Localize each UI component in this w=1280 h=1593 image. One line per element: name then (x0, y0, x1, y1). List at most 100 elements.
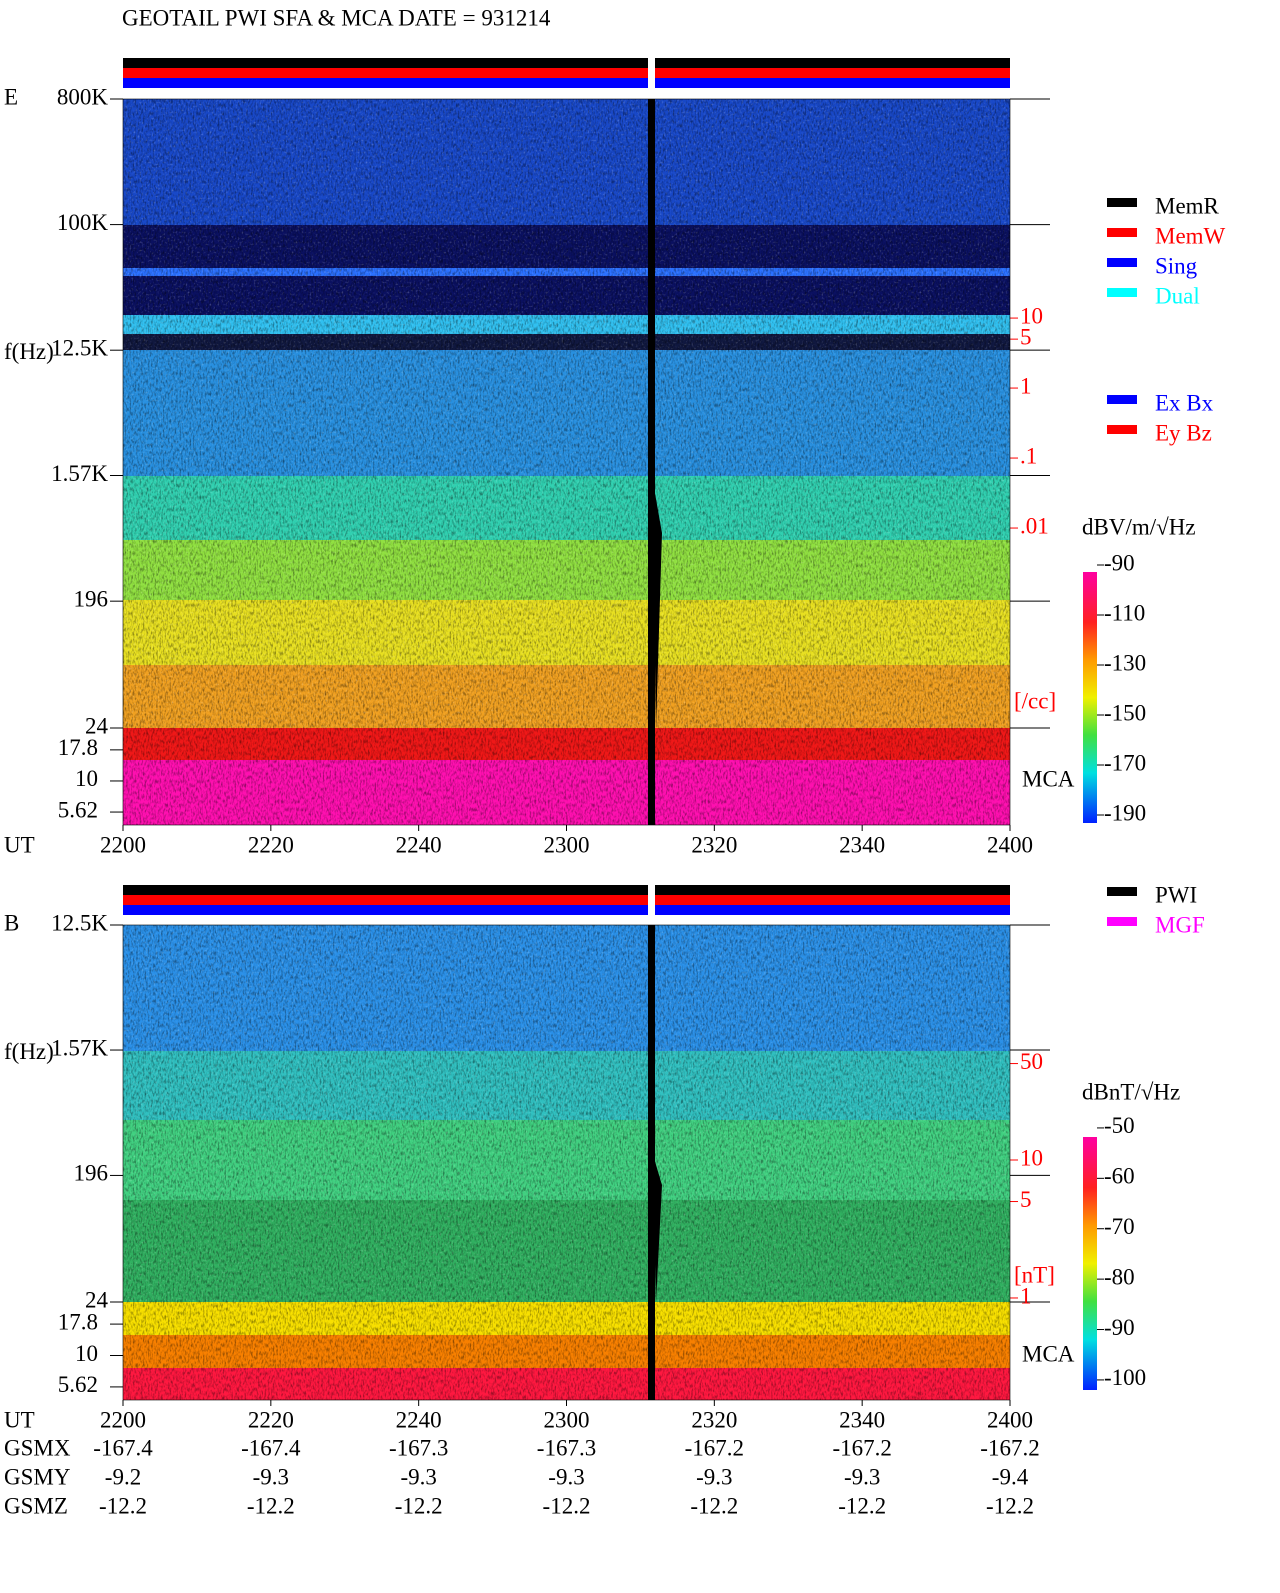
x-tick-label: 2320 (691, 832, 737, 857)
colorbar-tick-label: -90 (1104, 1315, 1135, 1340)
x-tick-label: 2200 (100, 832, 146, 857)
x-tick-label: 2400 (987, 1407, 1033, 1432)
y-tick-label: 1.57K (51, 1035, 108, 1060)
orbit-value: -9.3 (253, 1464, 289, 1489)
status-gap (648, 58, 655, 88)
spectrogram-texture (123, 99, 1010, 728)
y-tick-label: 196 (74, 1161, 109, 1186)
orbit-value: -9.3 (400, 1464, 436, 1489)
spectrogram-texture (123, 925, 1010, 1302)
colorbar-tick-label: -70 (1104, 1214, 1135, 1239)
colorbar-tick-label: -110 (1104, 600, 1145, 625)
colorbar-tick-label: -50 (1104, 1113, 1135, 1138)
legend-label: PWI (1155, 882, 1197, 907)
orbit-value: -12.2 (986, 1493, 1034, 1518)
plot-frame (122, 924, 1011, 1401)
y2-tick-label: 1 (1020, 373, 1032, 398)
colorbar-tick-label: -90 (1104, 550, 1135, 575)
colorbar-tick-label: -170 (1104, 750, 1146, 775)
y-axis-label: f(Hz) (4, 339, 54, 364)
status-bar (123, 78, 1010, 88)
legend-swatch (1107, 425, 1137, 434)
y2-tick-label: .01 (1020, 513, 1049, 538)
legend-label: Dual (1155, 283, 1200, 308)
status-bar (123, 58, 1010, 68)
status-bar (123, 895, 1010, 905)
x-tick-label: 2200 (100, 1407, 146, 1432)
orbit-value: -167.2 (980, 1435, 1039, 1460)
legend-label: Ex Bx (1155, 390, 1214, 415)
y-tick-label: 12.5K (51, 335, 108, 360)
panel-label: B (4, 910, 19, 935)
legend-swatch (1107, 258, 1137, 267)
x-tick-label: 2240 (396, 1407, 442, 1432)
colorbar-tick-label: -190 (1104, 800, 1146, 825)
x-tick-label: 2220 (248, 1407, 294, 1432)
orbit-value: -9.3 (696, 1464, 732, 1489)
x-axis-label: UT (4, 832, 35, 857)
orbit-value: -12.2 (395, 1493, 443, 1518)
orbit-value: -167.2 (832, 1435, 891, 1460)
mca-tick-label: 17.8 (58, 1309, 98, 1334)
legend-swatch (1107, 288, 1137, 297)
y2-tick-label: 5 (1020, 1187, 1032, 1212)
y2-unit: [nT] (1014, 1262, 1055, 1287)
title: GEOTAIL PWI SFA & MCA DATE = 931214 (122, 5, 551, 30)
legend-swatch (1107, 228, 1137, 237)
legend-label: Ey Bz (1155, 420, 1212, 445)
mca-label: MCA (1022, 766, 1075, 791)
colorbar-tick-label: -60 (1104, 1164, 1135, 1189)
y2-tick-label: 10 (1020, 303, 1043, 328)
status-gap (648, 885, 655, 915)
y-tick-label: 196 (74, 586, 109, 611)
y-tick-label: 24 (85, 713, 109, 738)
orbit-value: -9.3 (844, 1464, 880, 1489)
x-tick-label: 2300 (544, 832, 590, 857)
x-tick-label: 2340 (839, 832, 885, 857)
colorbar-label: dBV/m/√Hz (1082, 514, 1196, 539)
plot-frame (122, 98, 1011, 826)
legend-label: MemW (1155, 223, 1226, 248)
colorbar-tick-label: -130 (1104, 650, 1146, 675)
orbit-value: -9.2 (105, 1464, 141, 1489)
data-gap (648, 925, 662, 1400)
legend-label: MGF (1155, 912, 1205, 937)
legend-swatch (1107, 395, 1137, 404)
orbit-label: GSMZ (4, 1493, 68, 1518)
y2-tick-label: 50 (1020, 1049, 1043, 1074)
status-bar (123, 885, 1010, 895)
y-tick-label: 12.5K (51, 910, 108, 935)
mca-tick-label: 10 (75, 1341, 98, 1366)
orbit-value: -167.4 (93, 1435, 153, 1460)
x-tick-label: 2220 (248, 832, 294, 857)
data-gap (648, 99, 662, 825)
legend-swatch (1107, 198, 1137, 207)
status-bar (123, 905, 1010, 915)
x-tick-label: 2240 (396, 832, 442, 857)
y-tick-label: 100K (57, 210, 109, 235)
x-tick-label: 2300 (544, 1407, 590, 1432)
y-tick-label: 800K (57, 84, 109, 109)
orbit-value: -12.2 (838, 1493, 886, 1518)
orbit-value: -9.3 (548, 1464, 584, 1489)
colorbar-tick-label: -80 (1104, 1264, 1135, 1289)
y2-tick-label: 10 (1020, 1145, 1043, 1170)
x-axis-label: UT (4, 1407, 35, 1432)
x-tick-label: 2340 (839, 1407, 885, 1432)
mca-tick-label: 5.62 (58, 1372, 98, 1397)
colorbar (1083, 572, 1097, 823)
mca-tick-label: 10 (75, 766, 98, 791)
x-tick-label: 2320 (691, 1407, 737, 1432)
x-tick-label: 2400 (987, 832, 1033, 857)
colorbar-tick-label: -150 (1104, 700, 1146, 725)
orbit-value: -167.4 (241, 1435, 301, 1460)
colorbar-label: dBnT/√Hz (1082, 1079, 1180, 1104)
mca-label: MCA (1022, 1341, 1075, 1366)
orbit-value: -12.2 (543, 1493, 591, 1518)
orbit-value: -167.2 (685, 1435, 744, 1460)
colorbar (1083, 1137, 1097, 1390)
legend-label: MemR (1155, 193, 1220, 218)
orbit-value: -12.2 (99, 1493, 147, 1518)
